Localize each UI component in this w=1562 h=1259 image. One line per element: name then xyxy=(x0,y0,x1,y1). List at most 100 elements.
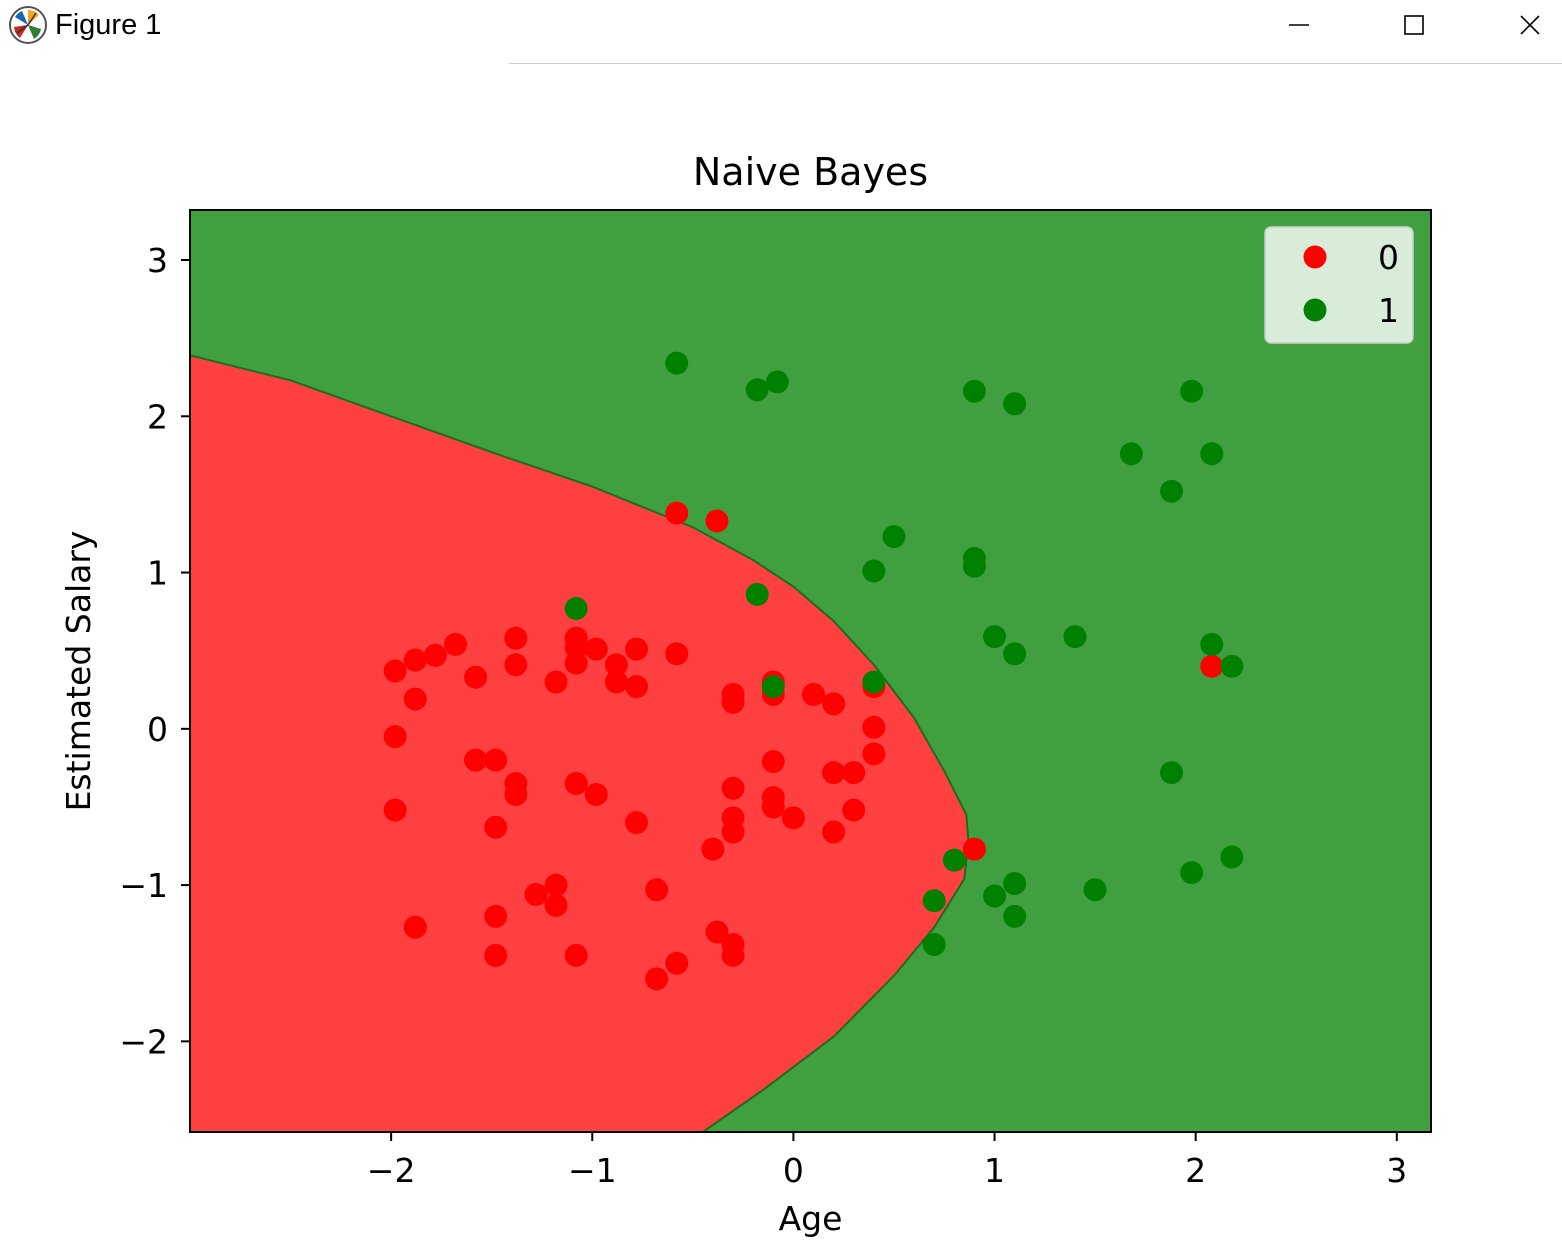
window-titlebar: Figure 1 xyxy=(0,0,1562,64)
point-class-0 xyxy=(564,943,588,967)
point-class-1 xyxy=(882,525,906,549)
point-class-0 xyxy=(761,750,785,774)
point-class-1 xyxy=(1083,878,1107,902)
point-class-0 xyxy=(761,795,785,819)
decision-boundary xyxy=(190,354,970,1132)
point-class-0 xyxy=(383,798,407,822)
point-class-0 xyxy=(645,878,669,902)
point-class-1 xyxy=(1220,845,1244,869)
x-tick-label: 3 xyxy=(1386,1151,1407,1190)
point-class-0 xyxy=(625,637,649,661)
x-tick-label: −1 xyxy=(568,1151,617,1190)
maximize-button[interactable] xyxy=(1356,0,1471,50)
point-class-0 xyxy=(524,882,548,906)
matplotlib-logo-icon xyxy=(8,5,48,45)
point-class-0 xyxy=(665,642,689,666)
point-class-0 xyxy=(484,943,508,967)
point-class-0 xyxy=(705,509,729,533)
y-tick-label: −2 xyxy=(119,1022,168,1061)
y-tick-label: 0 xyxy=(147,710,168,749)
point-class-1 xyxy=(1200,632,1224,656)
x-tick-label: −2 xyxy=(367,1151,416,1190)
point-class-1 xyxy=(1160,761,1184,785)
maximize-icon xyxy=(1403,14,1425,36)
point-class-0 xyxy=(842,761,866,785)
x-tick-label: 0 xyxy=(783,1151,804,1190)
point-class-0 xyxy=(781,806,805,830)
point-class-0 xyxy=(701,837,725,861)
point-class-0 xyxy=(584,782,608,806)
legend-label-1: 1 xyxy=(1378,291,1399,330)
point-class-0 xyxy=(721,776,745,800)
point-class-0 xyxy=(604,670,628,694)
chart-title: Naive Bayes xyxy=(693,150,928,194)
y-tick-label: −1 xyxy=(119,866,168,905)
point-class-0 xyxy=(705,920,729,944)
point-class-1 xyxy=(1003,904,1027,928)
minimize-button[interactable] xyxy=(1241,0,1356,50)
point-class-1 xyxy=(1003,392,1027,416)
x-tick-label: 1 xyxy=(984,1151,1005,1190)
point-class-1 xyxy=(765,370,789,394)
point-class-1 xyxy=(665,351,689,375)
point-class-1 xyxy=(761,675,785,699)
y-axis: −2 −1 0 1 2 3 xyxy=(119,241,190,1061)
point-class-1 xyxy=(962,554,986,578)
point-class-0 xyxy=(403,915,427,939)
y-axis-label: Estimated Salary xyxy=(59,531,98,812)
close-button[interactable] xyxy=(1472,0,1562,50)
axes-frame xyxy=(189,209,1432,1133)
point-class-0 xyxy=(862,742,886,766)
point-class-0 xyxy=(842,798,866,822)
x-tick-label: 2 xyxy=(1185,1151,1206,1190)
point-class-1 xyxy=(962,379,986,403)
point-class-1 xyxy=(1180,861,1204,885)
point-class-0 xyxy=(584,637,608,661)
point-class-0 xyxy=(721,820,745,844)
point-class-1 xyxy=(1220,654,1244,678)
region-class-0 xyxy=(190,355,969,1132)
y-tick-label: 1 xyxy=(147,554,168,593)
point-class-1 xyxy=(922,932,946,956)
point-class-0 xyxy=(564,651,588,675)
point-class-1 xyxy=(1003,642,1027,666)
point-class-1 xyxy=(983,884,1007,908)
legend: 01 xyxy=(1264,226,1414,344)
point-class-0 xyxy=(802,682,826,706)
point-class-0 xyxy=(544,670,568,694)
point-class-0 xyxy=(862,715,886,739)
point-class-0 xyxy=(625,811,649,835)
point-class-1 xyxy=(922,889,946,913)
point-class-1 xyxy=(1003,872,1027,896)
point-class-0 xyxy=(665,501,689,525)
point-class-1 xyxy=(1119,442,1143,466)
point-class-0 xyxy=(484,815,508,839)
point-class-0 xyxy=(665,951,689,975)
point-class-0 xyxy=(721,690,745,714)
minimize-icon xyxy=(1288,14,1310,36)
point-class-0 xyxy=(1200,654,1224,678)
point-class-0 xyxy=(822,761,846,785)
close-icon xyxy=(1519,14,1541,36)
point-class-1 xyxy=(862,670,886,694)
point-class-0 xyxy=(604,653,628,677)
point-class-1 xyxy=(942,848,966,872)
y-tick-label: 3 xyxy=(147,241,168,280)
point-class-0 xyxy=(484,904,508,928)
point-class-0 xyxy=(822,692,846,716)
point-class-0 xyxy=(564,772,588,796)
window-title: Figure 1 xyxy=(55,9,162,41)
point-class-1 xyxy=(1200,442,1224,466)
point-class-0 xyxy=(383,725,407,749)
legend-marker-0 xyxy=(1303,245,1327,269)
scatter-points xyxy=(383,351,1244,991)
toolbar-separator xyxy=(509,63,1562,64)
point-class-0 xyxy=(504,626,528,650)
point-class-1 xyxy=(1160,479,1184,503)
point-class-1 xyxy=(745,378,769,402)
point-class-0 xyxy=(504,782,528,806)
point-class-0 xyxy=(962,837,986,861)
point-class-0 xyxy=(403,687,427,711)
point-class-0 xyxy=(464,665,488,689)
